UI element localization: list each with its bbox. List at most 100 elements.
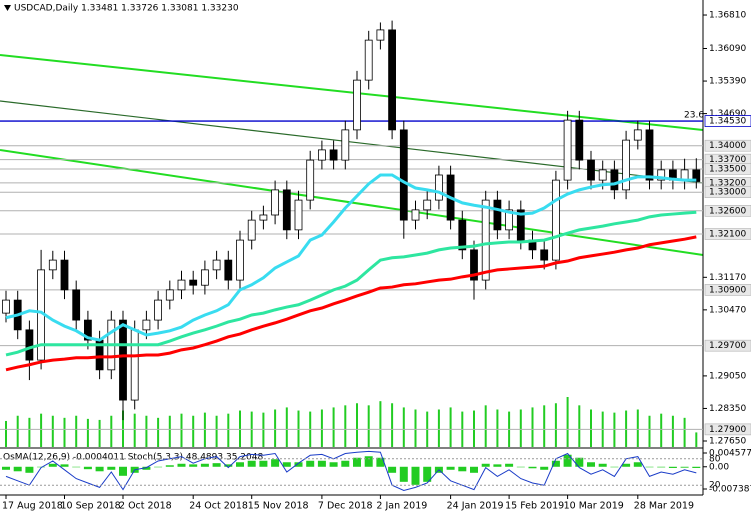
price-axis-bg: [704, 0, 751, 495]
volume-bar: [332, 407, 335, 447]
osma-bar: [610, 466, 619, 468]
osma-bar: [388, 466, 397, 473]
osma-bar: [259, 460, 268, 467]
level-label-box: [704, 339, 751, 352]
osma-tick-label: 0.0045775: [709, 449, 751, 459]
volume-bar: [554, 403, 557, 447]
highlight-label-box: [704, 115, 751, 127]
volume-bar: [695, 432, 698, 447]
candle-body: [271, 189, 280, 216]
candle-body: [657, 169, 666, 181]
y-tick-label: 1.30470: [709, 305, 746, 315]
candle-body: [575, 119, 584, 161]
osma-bar: [107, 466, 116, 470]
volume-bar: [625, 410, 628, 447]
osma-bar: [563, 454, 572, 467]
level-label-box: [704, 186, 751, 199]
x-tick-label: 17 Aug 2018: [2, 501, 63, 512]
candle-body: [470, 249, 478, 281]
level-label-box: [704, 205, 751, 217]
volume-bar: [145, 415, 148, 447]
osma-bar: [493, 464, 502, 467]
volume-bar: [320, 409, 323, 447]
osma-bar: [212, 463, 221, 467]
x-tick-label: 15 Feb 2019: [505, 501, 564, 512]
volume-bar: [519, 409, 522, 447]
volume-bar: [344, 405, 347, 447]
candle-body: [645, 129, 654, 181]
osma-bar: [399, 466, 408, 482]
osma-bar: [516, 466, 525, 468]
x-tick-label: 24 Oct 2018: [189, 501, 248, 512]
osma-bar: [657, 466, 666, 468]
level-label: 1.34000: [709, 141, 746, 151]
osma-bar: [95, 466, 104, 472]
volume-bar: [28, 417, 31, 447]
highlight-label: 1.34530: [709, 117, 746, 127]
candle-body: [353, 79, 361, 131]
osma-bar: [60, 464, 69, 467]
candle-body: [236, 239, 244, 281]
osma-bar: [154, 466, 163, 468]
candle-body: [282, 189, 291, 231]
stoch-tick-label: 80: [709, 454, 721, 464]
level-label: 1.32100: [709, 230, 746, 240]
candle-body: [317, 149, 326, 161]
candle-body: [84, 319, 92, 341]
osma-bar: [598, 463, 607, 467]
candle-body: [130, 329, 139, 401]
osma-bar: [200, 463, 209, 467]
volume-bar: [180, 413, 183, 447]
candle-body: [563, 119, 572, 181]
candle-body: [224, 259, 233, 281]
osma-bar: [622, 463, 631, 467]
osma-bar: [247, 460, 256, 467]
volume-bar: [5, 420, 7, 447]
level-label-box: [704, 163, 751, 175]
volume-bar: [51, 415, 54, 447]
volume-bar: [402, 407, 405, 447]
x-tick-label: 2 Oct 2018: [119, 501, 172, 512]
osma-bar: [165, 465, 174, 467]
level-label: 1.33500: [709, 164, 746, 174]
stoch-line: [5, 450, 697, 492]
candle-body: [154, 299, 163, 321]
moving-average: [5, 235, 697, 372]
volume-bar: [63, 417, 66, 447]
y-tick-label: 1.29050: [709, 371, 746, 381]
candle-body: [142, 319, 151, 331]
y-tick-label: 1.35390: [709, 77, 746, 87]
osma-tick-label: -0.0073875: [709, 485, 751, 495]
y-tick-label: 1.28350: [709, 404, 746, 414]
volume-bar: [367, 405, 370, 447]
volume-bar: [98, 419, 101, 447]
candle-body: [119, 319, 127, 401]
y-tick-label: 1.34690: [709, 109, 746, 119]
osma-bar: [236, 462, 244, 467]
level-label: 1.33200: [709, 178, 746, 188]
osma-bar: [294, 462, 303, 467]
volume-bar: [75, 415, 78, 447]
volume-bar: [133, 413, 136, 447]
level-label-box: [704, 139, 751, 152]
volume-bar: [297, 410, 300, 447]
candle-body: [423, 199, 432, 211]
candle-body: [505, 209, 514, 231]
level-label: 1.33700: [709, 155, 746, 165]
osma-bar: [633, 462, 642, 467]
osma-bar: [2, 466, 10, 470]
volume-bar: [543, 405, 546, 447]
candle-body: [364, 39, 373, 81]
x-tick-label: 28 Mar 2019: [634, 501, 694, 512]
osma-bar: [668, 466, 677, 468]
candle-body: [2, 299, 10, 314]
volume-bar: [566, 397, 569, 447]
osma-bar: [37, 466, 46, 468]
osma-bar: [528, 466, 537, 469]
volume-bar: [590, 409, 592, 447]
volume-bar: [274, 409, 277, 447]
level-label: 1.30900: [709, 285, 746, 295]
volume-bar: [356, 403, 358, 447]
volume-bar: [16, 415, 19, 447]
